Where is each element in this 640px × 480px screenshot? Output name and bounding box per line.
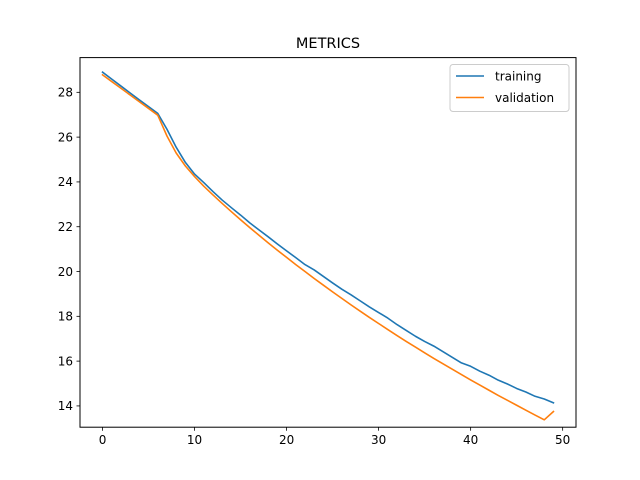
y-tick-label: 20 [58, 265, 73, 279]
y-tick-label: 18 [58, 310, 73, 324]
legend: training validation [449, 64, 570, 112]
plot-frame [79, 57, 577, 428]
series-lines [101, 71, 555, 421]
y-tick-label: 26 [58, 130, 73, 144]
x-tick-label: 30 [371, 433, 386, 447]
x-tick-label: 50 [555, 433, 570, 447]
series-line-validation [101, 73, 555, 421]
series-line-training [101, 71, 555, 404]
x-tick-label: 0 [99, 433, 107, 447]
legend-label-validation: validation [495, 91, 554, 105]
y-tick-label: 24 [58, 175, 73, 189]
y-tick-label: 28 [58, 86, 73, 100]
chart-title: METRICS [296, 36, 360, 52]
y-tick-label: 16 [58, 354, 73, 368]
tick-group: 0 10 20 30 40 50 14 16 18 20 22 24 26 28 [58, 86, 571, 448]
y-tick-label: 22 [58, 220, 73, 234]
y-tick-label: 14 [58, 399, 73, 413]
x-tick-label: 20 [279, 433, 294, 447]
legend-label-training: training [495, 69, 542, 83]
x-tick-label: 40 [463, 433, 478, 447]
x-tick-label: 10 [187, 433, 202, 447]
